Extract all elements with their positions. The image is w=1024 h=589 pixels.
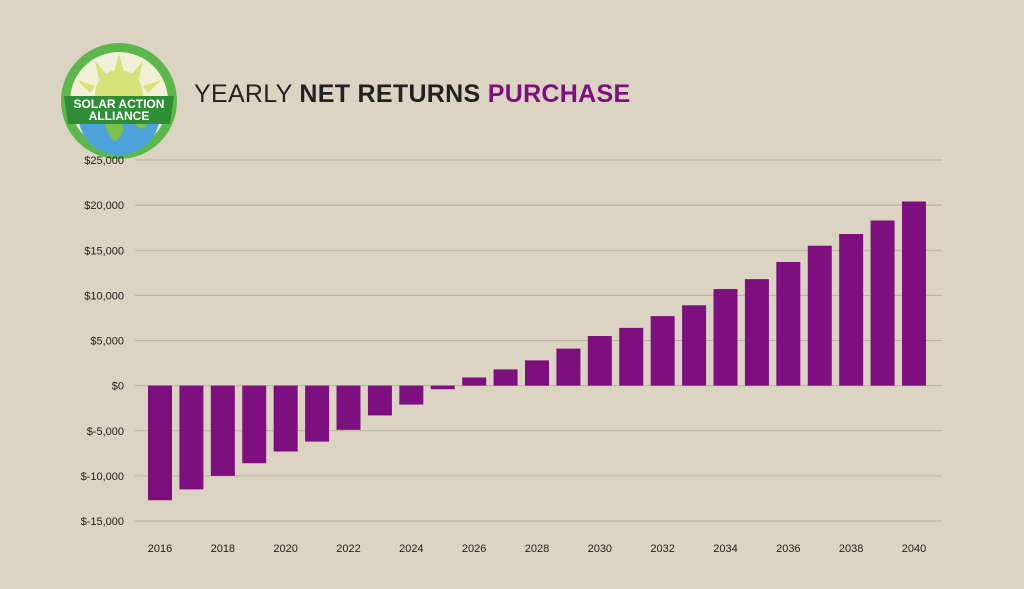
bar-2028: [525, 360, 549, 386]
bar-2025: [430, 385, 455, 390]
bar-2020: [273, 385, 298, 452]
x-tick-label: 2032: [650, 543, 674, 555]
title-part-net-returns: NET RETURNS: [299, 80, 481, 108]
bar-2017: [179, 385, 204, 490]
solar-action-alliance-logo: SOLAR ACTION ALLIANCE: [61, 43, 177, 159]
x-tick-label: 2028: [525, 543, 549, 555]
logo-text-line1: SOLAR ACTION: [74, 97, 165, 111]
x-tick-label: 2018: [211, 543, 235, 555]
bars: [148, 201, 926, 501]
y-tick-label: $5,000: [90, 336, 124, 348]
bar-2039: [870, 220, 895, 386]
bar-2030: [587, 335, 612, 386]
bar-2023: [367, 385, 392, 416]
bar-2033: [682, 305, 707, 386]
x-tick-label: 2020: [273, 543, 297, 555]
bar-2040: [902, 201, 926, 386]
y-tick-label: $15,000: [84, 245, 124, 257]
bar-2022: [336, 385, 361, 430]
y-tick-label: $20,000: [84, 200, 124, 212]
bar-2018: [210, 385, 235, 476]
logo-ribbon: [64, 96, 174, 124]
x-tick-label: 2024: [399, 543, 423, 555]
logo-text-line2: ALLIANCE: [89, 109, 150, 123]
gridlines: [135, 159, 942, 522]
y-tick-label: $-15,000: [81, 516, 124, 528]
x-tick-label: 2036: [776, 543, 800, 555]
y-tick-label: $-5,000: [87, 426, 124, 438]
y-tick-label: $-10,000: [81, 471, 124, 483]
bar-2035: [744, 279, 769, 386]
y-tick-label: $25,000: [84, 155, 124, 167]
y-tick-label: $10,000: [84, 290, 124, 302]
x-tick-label: 2016: [148, 543, 172, 555]
bar-2037: [807, 245, 832, 386]
bar-2038: [839, 234, 864, 386]
title-part-purchase: PURCHASE: [487, 80, 631, 108]
chart-title: YEARLY NET RETURNS PURCHASE: [194, 80, 630, 109]
y-tick-label: $0: [112, 381, 124, 393]
bar-2019: [242, 385, 267, 464]
x-tick-label: 2034: [713, 543, 737, 555]
x-tick-label: 2022: [336, 543, 360, 555]
bar-2016: [148, 385, 172, 501]
bar-2021: [305, 385, 330, 442]
bar-2031: [619, 327, 644, 386]
x-tick-label: 2038: [839, 543, 863, 555]
bar-2029: [556, 348, 581, 386]
x-axis-ticks: 2016 2018 2020 2022 2024 2026 2028 2030 2032 2034…: [148, 543, 926, 555]
bar-2026: [462, 377, 487, 386]
sun-rays-icon: [77, 54, 161, 93]
y-axis-ticks: $25,000 $20,000 $15,000 $10,000 $5,000 $0 $-5,…: [81, 155, 124, 528]
bar-2027: [493, 369, 518, 386]
bar-2024: [399, 385, 424, 405]
title-part-yearly: YEARLY: [194, 80, 293, 108]
x-tick-label: 2030: [588, 543, 612, 555]
bar-2034: [713, 289, 738, 386]
bar-2036: [776, 261, 801, 386]
x-tick-label: 2040: [902, 543, 926, 555]
bar-2032: [650, 316, 675, 386]
x-tick-label: 2026: [462, 543, 486, 555]
